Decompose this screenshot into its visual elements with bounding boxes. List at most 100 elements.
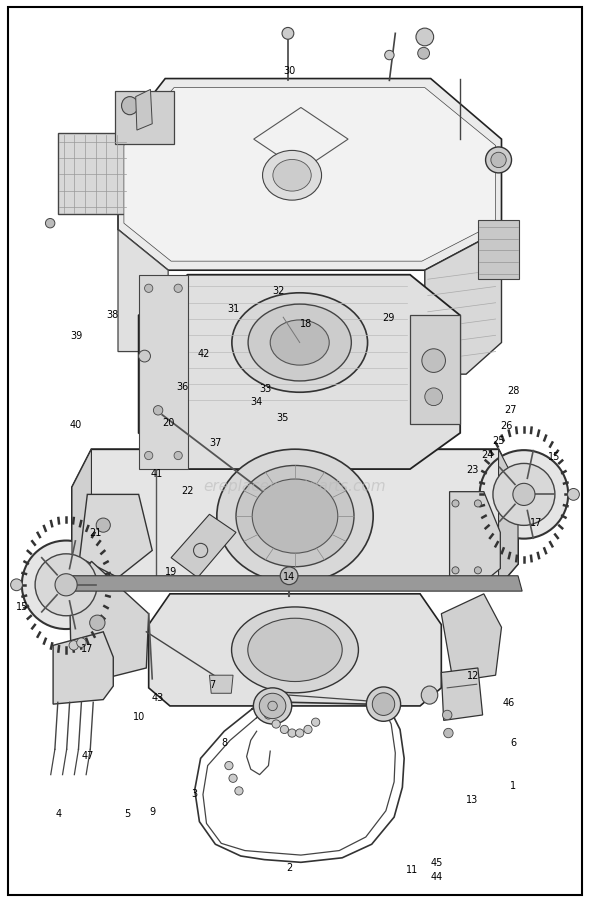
Circle shape — [22, 541, 110, 629]
Text: 13: 13 — [466, 794, 478, 805]
Circle shape — [452, 500, 459, 507]
Circle shape — [513, 484, 535, 506]
Circle shape — [229, 774, 237, 783]
Circle shape — [480, 451, 568, 539]
Polygon shape — [425, 230, 502, 375]
Circle shape — [442, 711, 452, 720]
Text: 44: 44 — [431, 870, 442, 881]
Text: 42: 42 — [198, 349, 209, 359]
Text: 2: 2 — [286, 861, 292, 872]
Circle shape — [425, 388, 442, 406]
Polygon shape — [72, 450, 518, 587]
Text: 1: 1 — [510, 780, 516, 791]
Text: 11: 11 — [406, 863, 418, 874]
Text: 29: 29 — [382, 312, 394, 323]
Text: 31: 31 — [227, 303, 239, 314]
Polygon shape — [149, 594, 441, 706]
Circle shape — [145, 452, 153, 461]
Text: 10: 10 — [133, 711, 145, 721]
Circle shape — [235, 787, 243, 796]
Circle shape — [288, 729, 296, 738]
Text: 27: 27 — [504, 404, 517, 414]
Text: 9: 9 — [149, 805, 155, 816]
Circle shape — [444, 729, 453, 738]
Ellipse shape — [248, 304, 352, 381]
Polygon shape — [171, 515, 236, 578]
Text: 25: 25 — [492, 435, 505, 446]
Polygon shape — [450, 492, 500, 582]
Circle shape — [304, 725, 312, 734]
Text: 26: 26 — [500, 420, 512, 431]
Text: 7: 7 — [209, 679, 215, 690]
Text: 28: 28 — [507, 385, 519, 396]
Text: 33: 33 — [260, 383, 271, 394]
Circle shape — [264, 711, 273, 720]
Text: 8: 8 — [221, 737, 227, 748]
Polygon shape — [136, 90, 152, 131]
Circle shape — [452, 567, 459, 574]
Ellipse shape — [366, 687, 401, 721]
Text: ereplacementparts.com: ereplacementparts.com — [204, 479, 386, 493]
Circle shape — [416, 29, 434, 47]
Text: 5: 5 — [124, 807, 130, 818]
Circle shape — [474, 500, 481, 507]
Text: 30: 30 — [283, 65, 295, 76]
Text: 6: 6 — [510, 737, 516, 748]
Polygon shape — [58, 134, 127, 215]
Ellipse shape — [273, 160, 312, 192]
Circle shape — [225, 761, 233, 770]
Polygon shape — [72, 450, 91, 587]
Circle shape — [55, 574, 77, 596]
Polygon shape — [68, 576, 522, 591]
Circle shape — [491, 154, 506, 168]
Text: 35: 35 — [276, 412, 288, 423]
Text: 4: 4 — [56, 807, 62, 818]
Text: 45: 45 — [431, 857, 442, 868]
Text: 41: 41 — [150, 468, 162, 479]
Ellipse shape — [232, 607, 359, 694]
Polygon shape — [139, 275, 188, 470]
Circle shape — [153, 406, 163, 415]
Circle shape — [174, 284, 182, 293]
Text: 43: 43 — [152, 692, 164, 703]
Text: 18: 18 — [300, 318, 312, 329]
Polygon shape — [441, 594, 502, 682]
Ellipse shape — [253, 479, 337, 554]
Circle shape — [486, 148, 512, 173]
Polygon shape — [410, 316, 460, 424]
Text: 32: 32 — [273, 285, 284, 296]
Circle shape — [568, 489, 579, 501]
Circle shape — [493, 464, 555, 526]
Circle shape — [282, 28, 294, 41]
Ellipse shape — [263, 151, 322, 200]
Text: 17: 17 — [81, 643, 93, 654]
Circle shape — [268, 702, 277, 711]
Circle shape — [312, 718, 320, 727]
Text: 20: 20 — [162, 417, 174, 428]
Text: 47: 47 — [81, 749, 93, 760]
Text: 39: 39 — [71, 330, 83, 341]
Circle shape — [474, 567, 481, 574]
Text: 21: 21 — [90, 527, 101, 538]
Circle shape — [45, 219, 55, 228]
Circle shape — [139, 350, 150, 363]
Polygon shape — [53, 632, 113, 704]
Polygon shape — [118, 230, 168, 352]
Text: 14: 14 — [283, 571, 295, 582]
Ellipse shape — [254, 688, 292, 724]
Ellipse shape — [260, 694, 286, 719]
Circle shape — [96, 518, 110, 533]
Polygon shape — [118, 79, 501, 271]
Polygon shape — [499, 450, 518, 587]
Text: 12: 12 — [467, 670, 479, 681]
Circle shape — [280, 725, 289, 734]
Text: 40: 40 — [70, 419, 81, 430]
Circle shape — [272, 720, 280, 729]
Circle shape — [69, 641, 78, 650]
Text: 37: 37 — [209, 437, 221, 448]
Circle shape — [11, 579, 22, 591]
Circle shape — [385, 51, 394, 61]
Polygon shape — [70, 562, 149, 679]
Ellipse shape — [270, 321, 329, 366]
Text: 19: 19 — [165, 566, 177, 577]
